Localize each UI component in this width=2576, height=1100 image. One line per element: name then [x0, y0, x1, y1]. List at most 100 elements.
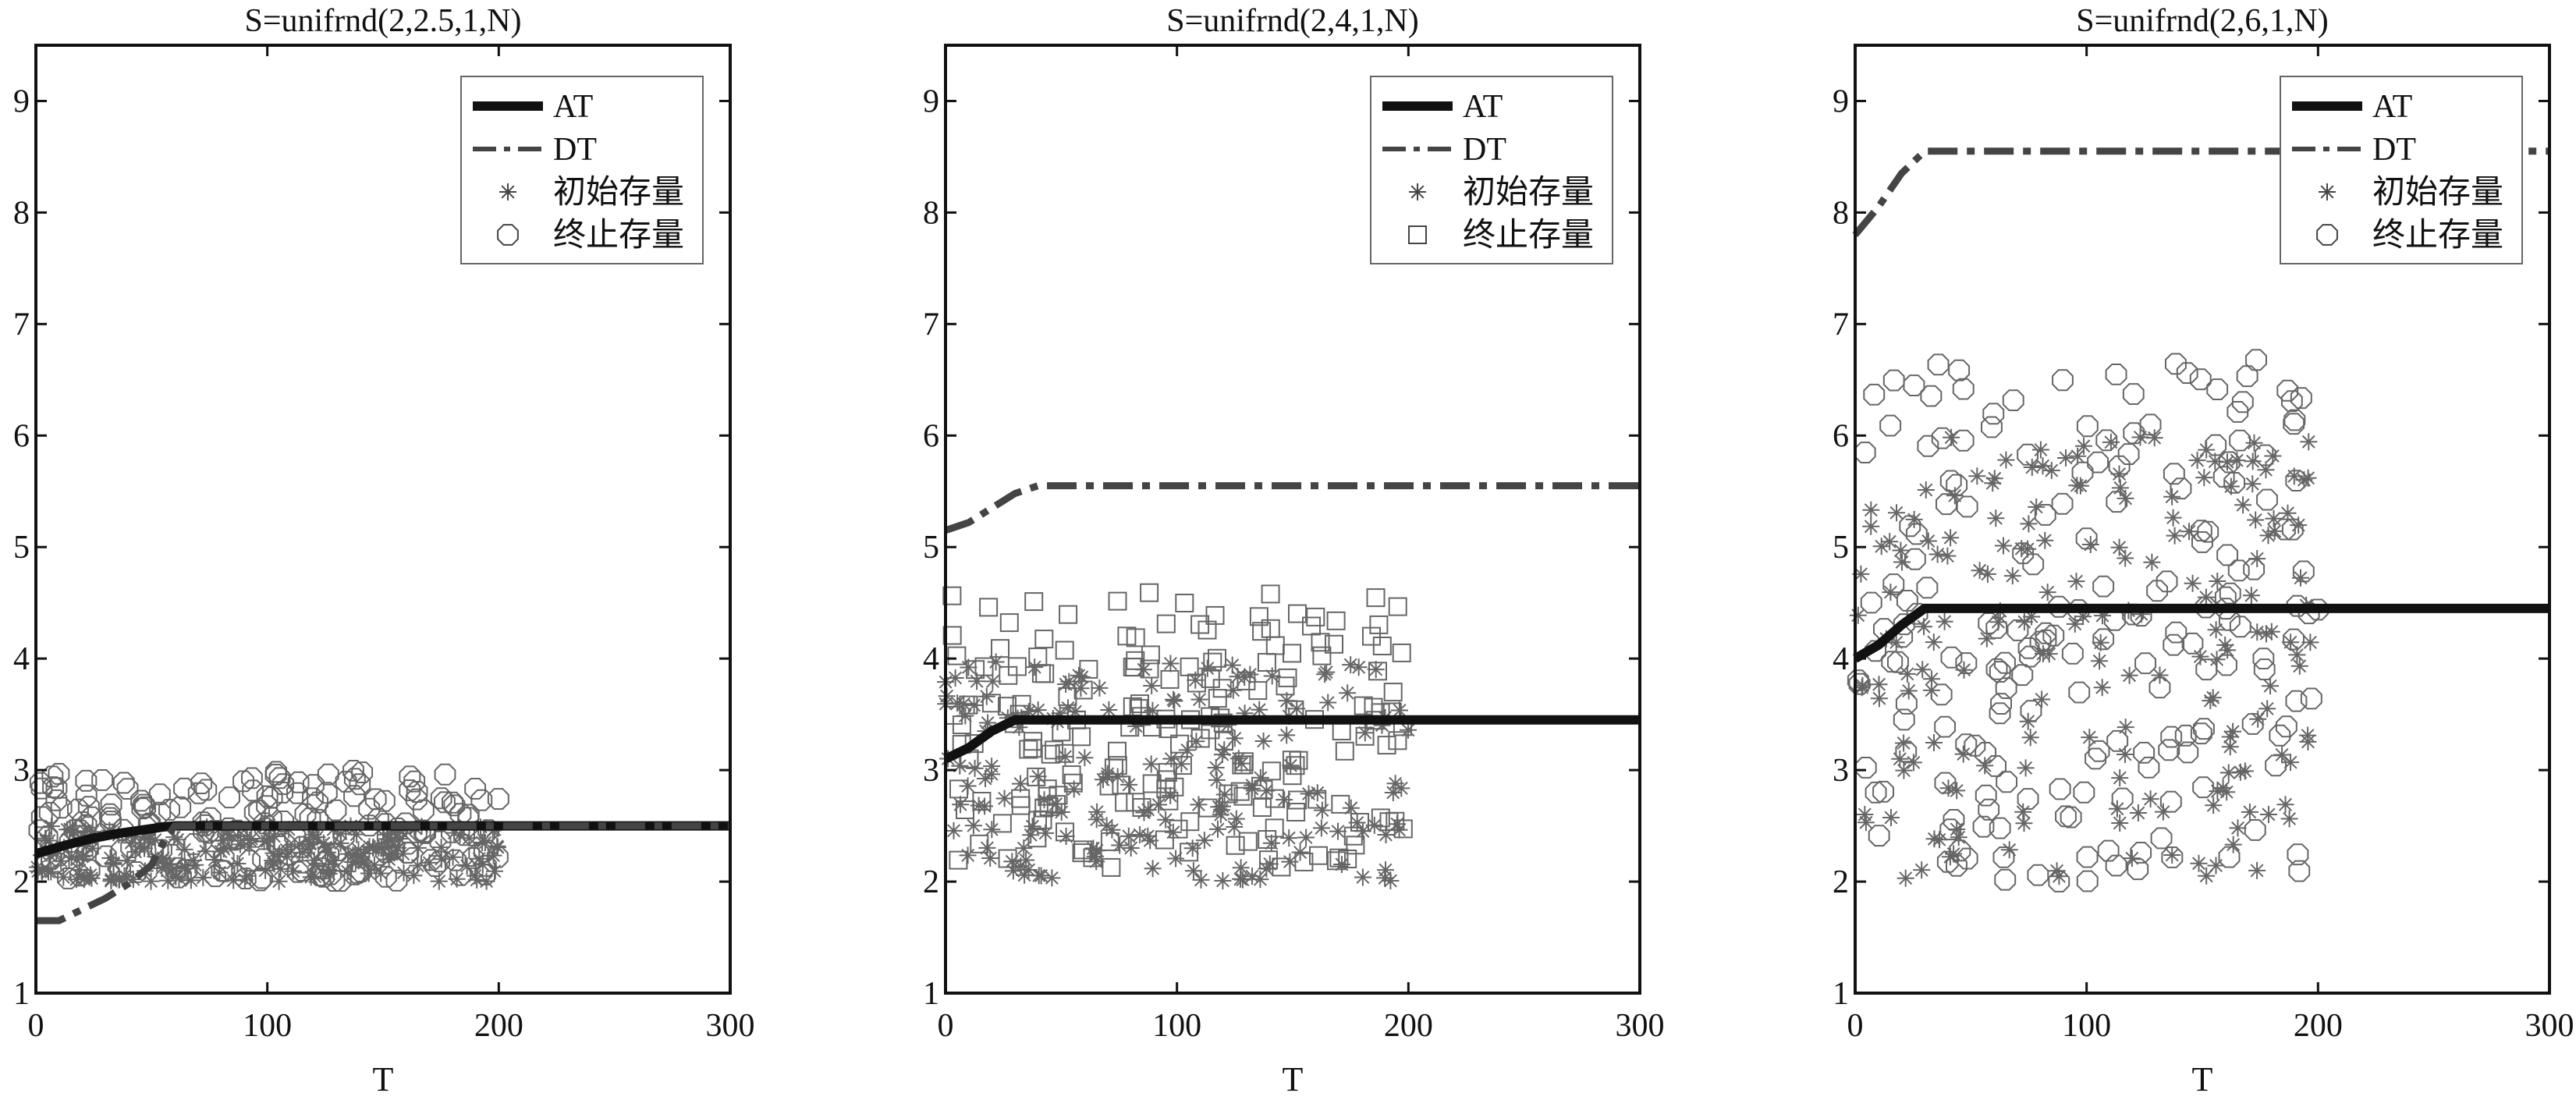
data-point [1308, 790, 1327, 809]
data-point [373, 790, 396, 812]
data-point [2076, 415, 2099, 438]
data-point [1915, 618, 1932, 636]
data-point [468, 843, 491, 865]
data-point [1252, 622, 1272, 641]
data-point [136, 839, 153, 857]
data-point [2048, 871, 2070, 892]
data-point [1278, 726, 1296, 744]
data-point [2300, 433, 2318, 451]
data-point [176, 860, 194, 878]
data-point [2131, 428, 2149, 446]
data-point [2279, 504, 2297, 522]
series-line-at [943, 715, 1640, 764]
data-point [2191, 648, 2209, 665]
data-point [1027, 767, 1046, 786]
data-point [2192, 776, 2215, 799]
data-point [1903, 374, 1925, 396]
data-point [1254, 733, 1272, 750]
data-point [2156, 570, 2178, 593]
data-point [1972, 815, 1995, 838]
data-point [1020, 703, 1038, 720]
data-point [1356, 724, 1374, 742]
data-point [1276, 676, 1295, 696]
data-point [1059, 605, 1078, 624]
data-point [2275, 715, 2297, 738]
data-point [2158, 739, 2180, 761]
y-tick-label: 9 [13, 83, 30, 119]
data-point [249, 869, 271, 892]
data-point [372, 839, 390, 857]
data-point [1319, 694, 1337, 711]
data-point [977, 770, 994, 787]
data-point [1348, 814, 1366, 832]
data-point [41, 832, 58, 850]
data-point [161, 843, 183, 866]
data-point [1031, 664, 1051, 683]
data-point [192, 811, 215, 834]
data-point [399, 765, 421, 788]
data-point [1928, 545, 1946, 563]
data-point [342, 760, 364, 782]
data-point [48, 763, 70, 785]
data-point [1313, 801, 1331, 819]
data-point [62, 848, 80, 866]
data-point [2076, 846, 2099, 868]
data-point [1073, 680, 1093, 700]
data-point [176, 859, 198, 882]
data-point [2071, 461, 2094, 484]
legend-swatch-marker [2316, 224, 2338, 246]
data-point [2165, 621, 2187, 644]
data-point [2197, 520, 2219, 543]
data-point [1004, 862, 1022, 880]
data-point [1291, 843, 1309, 861]
data-point [1141, 645, 1160, 665]
data-point [1024, 592, 1044, 612]
data-point [1896, 590, 1918, 612]
data-point [325, 852, 342, 869]
data-point [2051, 492, 2074, 515]
data-point [1362, 626, 1381, 646]
legend-label: DT [553, 132, 597, 168]
data-point [1215, 786, 1233, 804]
data-point [301, 835, 319, 853]
data-point [2219, 641, 2237, 659]
data-point [2102, 433, 2120, 451]
data-point [2092, 575, 2115, 598]
data-point [2224, 836, 2242, 853]
data-point [2110, 538, 2128, 556]
data-point [2290, 387, 2312, 410]
data-point [2139, 413, 2162, 436]
x-tick-label: 200 [474, 1008, 523, 1044]
data-point [1943, 428, 1960, 446]
data-point [1905, 523, 1928, 545]
data-point [1847, 669, 1869, 691]
data-point [1043, 869, 1061, 887]
data-point [942, 586, 962, 605]
data-point [2117, 489, 2134, 507]
data-point [1226, 836, 1245, 855]
data-point [1041, 744, 1060, 764]
data-point [1987, 509, 2005, 527]
data-point [119, 852, 137, 870]
y-tick-label: 3 [1833, 753, 1849, 789]
data-point [318, 843, 339, 865]
data-point [183, 833, 205, 855]
data-point [1244, 868, 1261, 885]
data-point [1205, 605, 1225, 625]
data-point [2127, 858, 2149, 881]
data-point [273, 832, 296, 855]
data-point [420, 849, 442, 871]
y-tick-label: 4 [13, 641, 30, 677]
data-point [1038, 779, 1057, 799]
data-point [1165, 690, 1182, 708]
data-point [2269, 724, 2291, 747]
data-point [1989, 661, 2011, 683]
data-point [1139, 827, 1157, 845]
data-point [2159, 790, 2182, 813]
data-point [2290, 516, 2308, 534]
data-point [351, 761, 374, 783]
data-point [1936, 850, 1959, 873]
data-point [960, 658, 978, 676]
data-point [959, 846, 977, 864]
data-point [397, 841, 420, 864]
